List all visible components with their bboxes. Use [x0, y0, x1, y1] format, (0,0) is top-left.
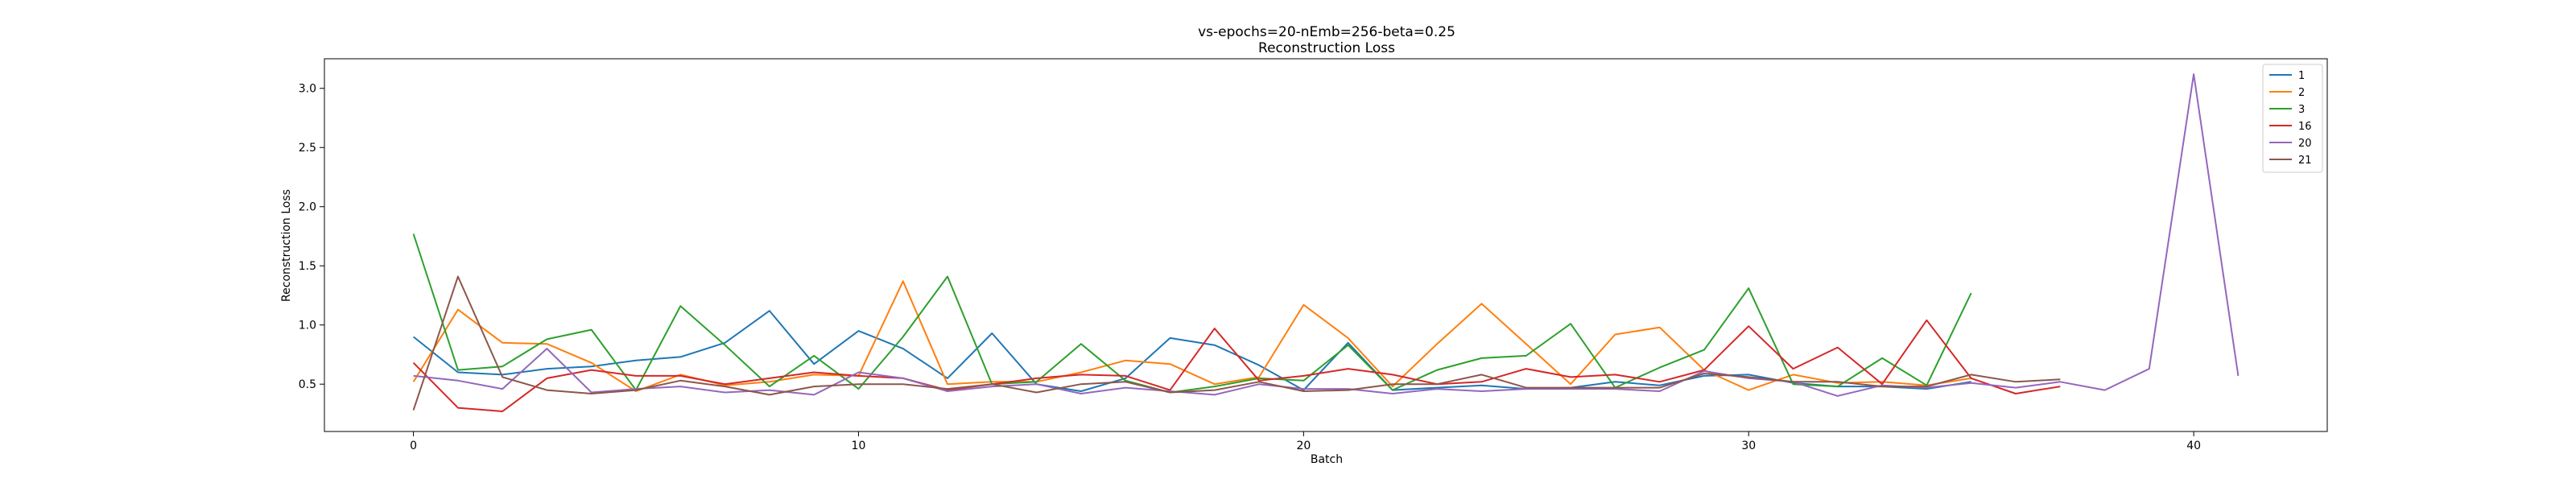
series-line-3 [412, 233, 1972, 394]
chart-subtitle: Reconstruction Loss [1258, 40, 1395, 56]
y-tick-label: 0.5 [299, 378, 316, 391]
y-tick-label: 2.5 [299, 142, 316, 155]
series-line-21 [412, 275, 2061, 411]
y-tick-label: 3.0 [299, 83, 316, 96]
y-axis: 0.5 1.0 1.5 2.0 2.5 3.0 [299, 83, 324, 391]
series-layer [412, 73, 2240, 412]
chart-title: vs-epochs=20-nEmb=256-beta=0.25 [1198, 24, 1455, 40]
y-axis-label: Reconstruction Loss [280, 189, 293, 302]
series-line-16 [412, 319, 2061, 412]
x-axis-label: Batch [1311, 453, 1343, 466]
series-line-1 [412, 310, 1971, 392]
x-tick-label: 20 [1296, 440, 1311, 452]
legend-label-21: 21 [2298, 155, 2312, 167]
x-tick-label: 0 [410, 440, 417, 452]
series-line-20 [413, 73, 2240, 397]
legend-label-20: 20 [2298, 138, 2312, 150]
legend-box [2262, 64, 2323, 173]
legend-label-16: 16 [2298, 121, 2312, 133]
legend-label-2: 2 [2298, 87, 2305, 99]
x-axis: 0 10 20 30 40 [410, 431, 2201, 452]
y-tick-label: 1.0 [299, 320, 316, 332]
y-tick-label: 2.0 [299, 201, 316, 214]
legend-label-3: 3 [2298, 104, 2305, 116]
x-tick-label: 40 [2186, 440, 2201, 452]
x-tick-label: 30 [1741, 440, 1756, 452]
y-tick-label: 1.5 [299, 260, 316, 273]
plot-frame [324, 58, 2328, 432]
legend-label-1: 1 [2298, 70, 2305, 82]
x-tick-label: 10 [852, 440, 866, 452]
legend: 1 2 3 16 20 21 [2262, 64, 2323, 173]
